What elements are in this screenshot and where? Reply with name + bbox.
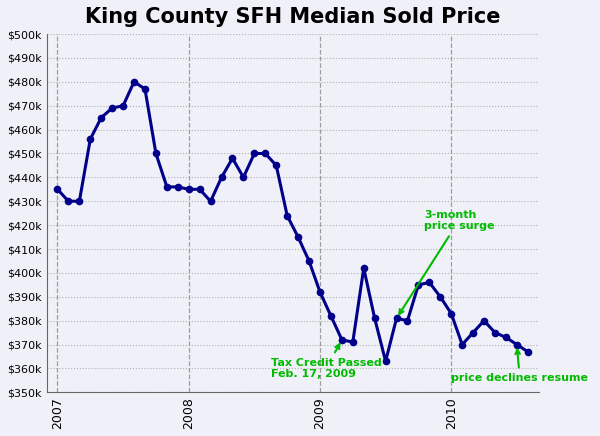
Title: King County SFH Median Sold Price: King County SFH Median Sold Price bbox=[85, 7, 500, 27]
Text: price declines resume: price declines resume bbox=[451, 350, 588, 383]
Text: 3-month
price surge: 3-month price surge bbox=[399, 210, 494, 314]
Text: Tax Credit Passed
Feb. 17, 2009: Tax Credit Passed Feb. 17, 2009 bbox=[271, 344, 382, 379]
